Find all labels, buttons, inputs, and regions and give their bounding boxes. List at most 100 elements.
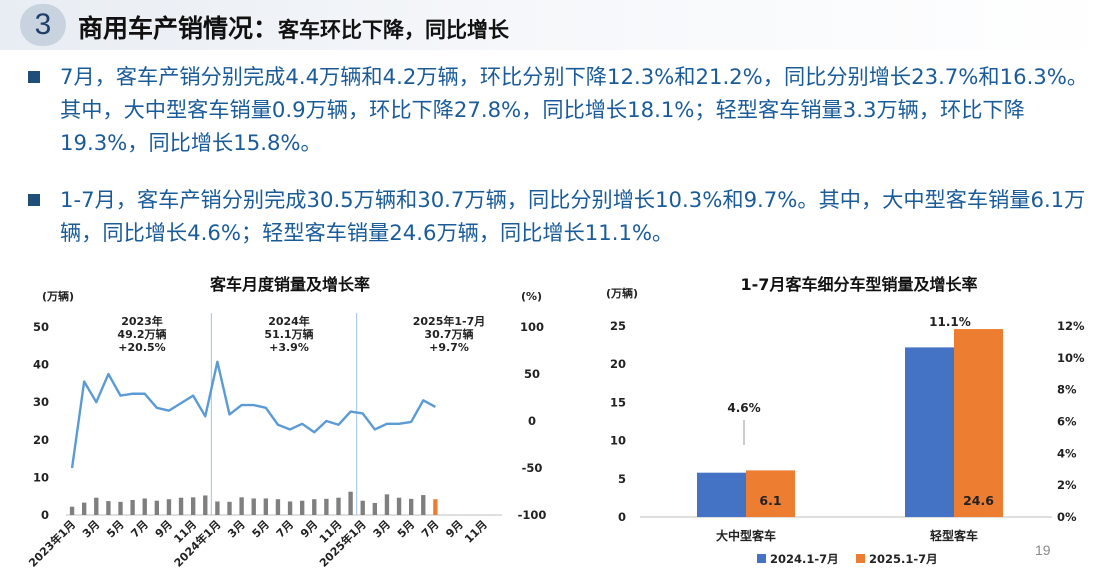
y-right-tick-label: -50 [522, 461, 543, 475]
y-right-tick-label: 2% [1057, 478, 1077, 492]
y-left-tick-label: 25 [610, 319, 626, 333]
y-left-tick-label: 5 [618, 472, 626, 486]
bar-2025 [954, 329, 1003, 517]
sales-bar [324, 498, 329, 515]
annotation-text: 2025年1-7月 [413, 314, 486, 328]
y-right-tick-label: 4% [1057, 446, 1077, 460]
sales-bar [299, 500, 305, 515]
bullet-square-icon [28, 71, 40, 83]
annotation-text: +3.9% [269, 341, 309, 354]
y-right-tick-label: 12% [1057, 319, 1085, 333]
chart-title: 1-7月客车细分车型销量及增长率 [741, 275, 978, 294]
x-tick-label: 7月 [128, 518, 150, 540]
y-right-tick-label: 8% [1057, 383, 1077, 397]
x-tick-label: 11月 [462, 518, 490, 546]
x-tick-label: 7月 [274, 518, 296, 540]
sales-bar [263, 498, 269, 515]
value-label: 24.6 [963, 493, 994, 508]
chart-title: 客车月度销量及增长率 [210, 275, 370, 294]
legend-swatch [856, 554, 865, 563]
sales-bar [408, 498, 414, 515]
sales-bar [215, 501, 220, 515]
sales-bar [203, 495, 208, 515]
sales-bar [190, 497, 196, 515]
y-left-tick-label: 15 [610, 395, 626, 409]
x-tick-label: 3月 [225, 518, 247, 540]
monthly-sales-chart: 客车月度销量及增长率 (万辆) (%) 0 10 20 30 40 50 -100 -50 0 5… [26, 275, 547, 570]
x-tick-label: 3月 [80, 518, 102, 540]
sales-bar [433, 499, 438, 515]
annotation-text: 49.2万辆 [117, 327, 166, 341]
sales-bar [287, 501, 293, 515]
y-right-tick-label: 0% [1057, 510, 1077, 524]
sales-bar [396, 497, 402, 515]
value-label: 6.1 [759, 493, 781, 508]
sales-bar [154, 500, 160, 515]
y-left-unit: (万辆) [606, 286, 638, 300]
legend-swatch [757, 554, 766, 563]
legend-label: 2024.1-7月 [770, 552, 839, 566]
y-left-tick-label: 20 [610, 357, 626, 371]
growth-label: 11.1% [929, 315, 971, 329]
sales-bar [142, 498, 147, 515]
page-title: 商用车产销情况：客车环比下降，同比增长 [78, 9, 509, 45]
y-right-tick-label: 10% [1057, 351, 1085, 365]
y-right-tick-label: 6% [1057, 415, 1077, 429]
sales-bar [348, 491, 353, 515]
x-tick-label: 3月 [371, 518, 393, 540]
y-left-tick-label: 0 [618, 510, 626, 524]
sales-bar [178, 497, 184, 515]
paragraph-july: 7月，客车产销分别完成4.4万辆和4.2万辆，环比分别下降12.3%和21.2%… [28, 60, 1108, 159]
paragraph-text: 1-7月，客车产销分别完成30.5万辆和30.7万辆，同比分别增长10.3%和9… [60, 187, 1086, 245]
annotation-text: +9.7% [429, 341, 469, 354]
sales-bar [69, 506, 75, 515]
category-label: 大中型客车 [716, 528, 776, 543]
bar-2025 [746, 470, 795, 517]
y-right-tick-label: 0 [528, 414, 536, 428]
sales-bar [166, 499, 172, 515]
y-right-tick-label: 50 [524, 367, 540, 381]
section-number-badge: 3 [20, 4, 66, 46]
y-left-tick-label: 30 [33, 395, 49, 409]
sales-bar [106, 501, 111, 515]
sales-bar [251, 498, 256, 515]
y-left-tick-label: 10 [33, 470, 49, 484]
y-left-tick-label: 0 [41, 508, 49, 522]
sales-bar [239, 497, 244, 515]
header-band [0, 0, 1114, 50]
y-left-tick-label: 40 [33, 358, 49, 372]
page-title-sub: 客车环比下降，同比增长 [278, 18, 510, 42]
sales-bar [312, 499, 317, 515]
segment-sales-chart: 1-7月客车细分车型销量及增长率 (万辆) 0 5 10 15 20 25 0% 2% 4% 6%… [606, 275, 1085, 566]
paragraph-text: 7月，客车产销分别完成4.4万辆和4.2万辆，环比分别下降12.3%和21.2%… [60, 64, 1089, 155]
y-left-unit: (万辆) [42, 289, 74, 303]
x-tick-label: 5月 [104, 518, 126, 540]
paragraph-ytd: 1-7月，客车产销分别完成30.5万辆和30.7万辆，同比分别增长10.3%和9… [28, 183, 1108, 249]
category-label: 轻型客车 [930, 528, 978, 543]
y-right-tick-label: 100 [520, 320, 544, 334]
y-left-tick-label: 50 [33, 320, 49, 334]
sales-bar [421, 495, 426, 515]
y-left-tick-label: 10 [610, 434, 626, 448]
page-title-main: 商用车产销情况： [78, 14, 279, 43]
sales-bar [384, 494, 390, 515]
sales-bar [372, 502, 378, 515]
bar-2024 [905, 347, 954, 517]
annotation-text: +20.5% [118, 341, 165, 354]
x-tick-label: 5月 [395, 518, 417, 540]
annotation-text: 30.7万辆 [424, 327, 473, 341]
bar-2024 [697, 472, 746, 517]
y-right-tick-label: -100 [518, 508, 547, 522]
x-tick-label: 5月 [250, 518, 272, 540]
annotation-text: 2024年 [268, 314, 310, 328]
y-left-tick-label: 20 [33, 433, 49, 447]
bullet-square-icon [28, 194, 40, 206]
sales-bar [360, 500, 365, 515]
sales-bar [94, 497, 99, 515]
legend-label: 2025.1-7月 [869, 552, 938, 566]
sales-bar [336, 497, 341, 515]
sales-bar [118, 501, 123, 515]
annotation-text: 51.1万辆 [264, 327, 313, 341]
y-right-unit: (%) [521, 290, 542, 303]
growth-label: 4.6% [727, 401, 760, 415]
